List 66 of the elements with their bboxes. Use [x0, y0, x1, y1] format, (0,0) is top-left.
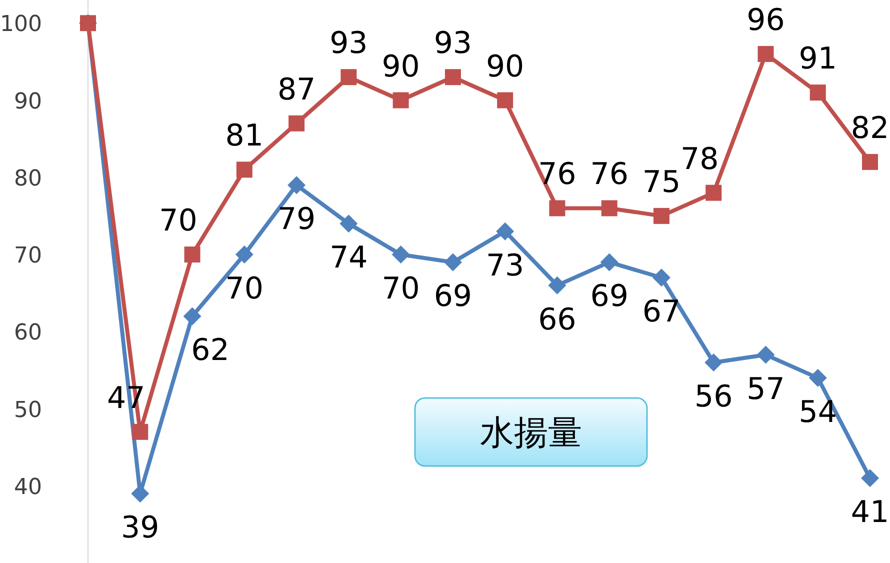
point [340, 69, 357, 86]
data-label: 66 [538, 302, 576, 338]
data-label: 69 [590, 279, 628, 314]
point [444, 253, 462, 272]
data-label: 87 [277, 72, 316, 108]
data-label: 70 [159, 204, 198, 239]
point [288, 115, 305, 132]
data-label: 79 [277, 202, 316, 238]
data-label: 41 [850, 495, 890, 530]
data-label: 93 [434, 26, 472, 62]
point [652, 268, 670, 287]
data-label: 70 [382, 272, 420, 307]
data-label: 70 [225, 272, 264, 307]
data-label: 67 [642, 294, 681, 330]
y-tick-label: 100 [0, 12, 42, 38]
data-label: 81 [225, 118, 264, 154]
point [758, 46, 774, 62]
point [236, 162, 252, 178]
point [496, 222, 514, 240]
point [497, 92, 514, 108]
data-label: 73 [486, 248, 524, 284]
data-label: 90 [382, 49, 420, 84]
data-label: 74 [330, 240, 368, 276]
data-label: 78 [680, 142, 719, 177]
data-label: 56 [694, 379, 733, 414]
point [340, 214, 358, 233]
data-label: 90 [486, 49, 524, 84]
point [132, 424, 148, 440]
y-tick-label: 70 [14, 244, 42, 269]
point [600, 253, 618, 272]
point [548, 276, 566, 294]
y-tick-label: 40 [14, 474, 42, 500]
y-tick-label: 90 [14, 89, 42, 114]
data-label: 76 [538, 157, 576, 192]
data-label: 69 [434, 279, 472, 314]
data-label: 96 [746, 2, 785, 38]
y-tick-label: 80 [14, 166, 42, 192]
y-tick-label: 50 [14, 398, 42, 423]
data-label: 39 [121, 510, 160, 546]
data-label: 62 [191, 333, 230, 368]
point [235, 246, 254, 264]
data-label: 75 [642, 164, 681, 200]
point [862, 154, 878, 170]
data-label: 76 [590, 157, 628, 192]
data-label: 82 [850, 110, 890, 146]
data-label: 91 [798, 42, 837, 77]
point [601, 200, 618, 216]
point [704, 353, 723, 372]
point [392, 246, 410, 264]
point [288, 176, 306, 194]
point [706, 184, 722, 201]
y-tick-label: 60 [14, 320, 42, 346]
data-label: 54 [798, 394, 837, 430]
point [444, 69, 461, 86]
point [810, 84, 826, 101]
picture-name-callout: 水揚量 [414, 397, 648, 467]
point [549, 200, 566, 216]
point [183, 307, 202, 326]
point [184, 246, 200, 263]
point [808, 368, 827, 387]
point [756, 346, 775, 364]
data-label: 57 [746, 372, 785, 407]
point [392, 92, 409, 108]
point [861, 469, 879, 488]
data-label: 93 [330, 26, 368, 62]
point [653, 208, 670, 224]
